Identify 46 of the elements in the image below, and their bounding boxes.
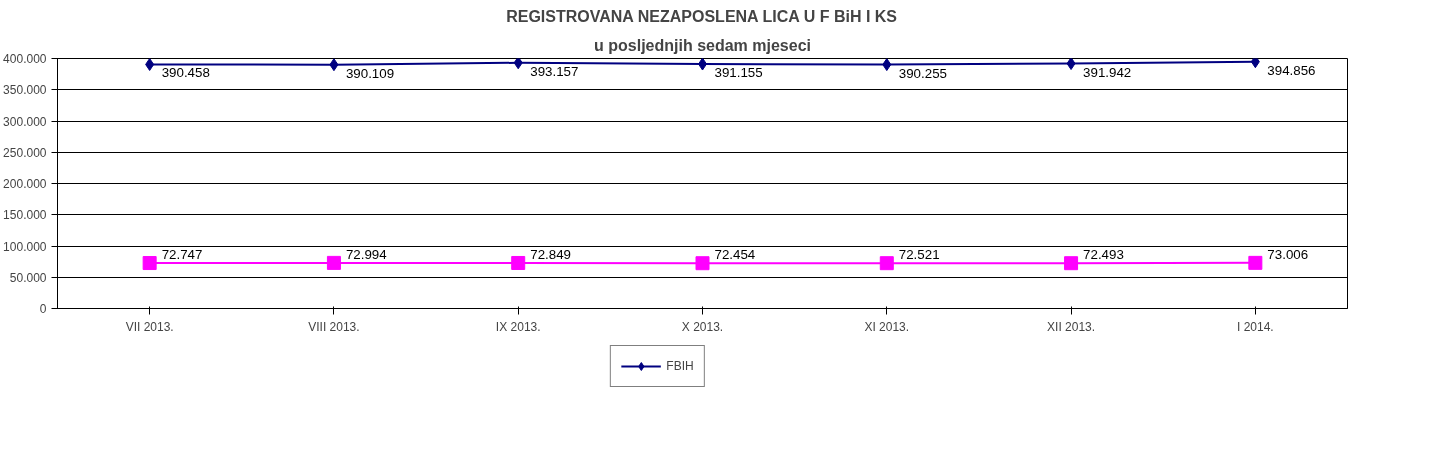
data-label: 72.493 [1083,247,1124,263]
point [326,255,341,270]
x-tick-label: XII 2013. [1047,319,1096,334]
chart-subtitle: u posljednjih sedam mjeseci [594,36,811,54]
y-tick-label: 300.000 [3,114,47,129]
point [329,58,339,72]
x-tick-label: X 2013. [681,319,724,334]
x-tick-label: VII 2013. [125,319,174,334]
point [695,256,710,271]
x-tick-label: XI 2013. [864,319,910,334]
data-label: 72.747 [161,247,203,263]
y-tick-label: 0 [39,302,47,316]
data-label: 393.157 [530,63,579,79]
x-tick-label: VIII 2013. [308,319,360,334]
x-tick-label: IX 2013. [495,319,541,334]
data-label: 391.155 [714,65,763,81]
data-label: 72.849 [530,246,571,262]
data-label: 390.458 [161,65,210,81]
point [879,256,894,271]
y-tick-label: 50.000 [9,270,47,285]
data-label: 390.255 [898,65,947,81]
y-tick-label: 250.000 [3,145,47,160]
chart-title: REGISTROVANA NEZAPOSLENA LICA U F BiH I KS [506,7,898,25]
point [511,255,526,270]
data-label: 72.454 [714,247,756,263]
point [1064,256,1079,271]
x-tick-label: I 2014. [1237,319,1274,334]
point [145,58,155,71]
point [1248,255,1263,270]
y-tick-label: 400.000 [3,52,47,66]
point [513,58,523,70]
y-tick-label: 200.000 [3,177,47,191]
point [1250,58,1260,69]
y-tick-label: 100.000 [3,239,47,254]
data-label: 390.109 [345,65,395,81]
point [882,58,892,72]
y-tick-label: 350.000 [3,83,47,98]
data-label: 73.006 [1267,246,1309,262]
data-label: 394.856 [1267,62,1316,78]
y-tick-label: 150.000 [3,208,47,223]
data-label: 72.521 [898,247,940,263]
data-label: 391.942 [1083,64,1132,80]
data-label: 72.994 [345,246,388,262]
legend-label: FBIH [666,359,694,373]
point [142,256,157,271]
point [1066,58,1076,71]
